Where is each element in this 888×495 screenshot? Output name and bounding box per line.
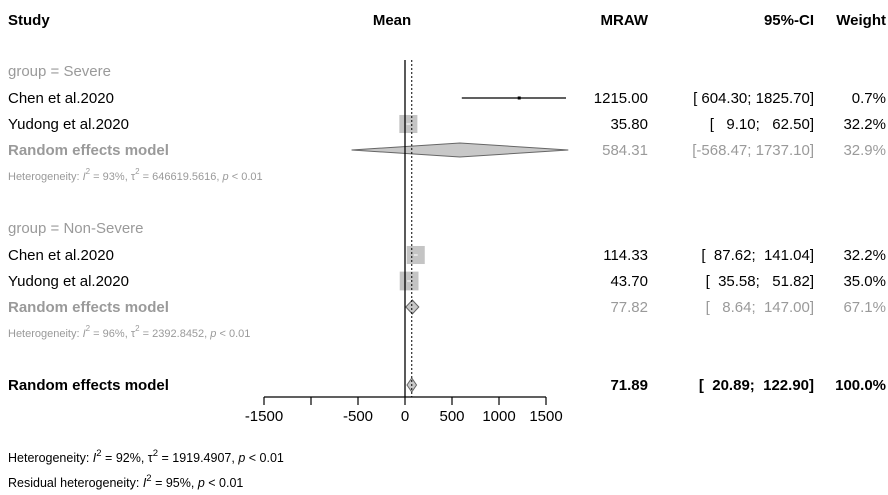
study-label: Chen et al.2020 bbox=[8, 247, 114, 264]
study-label: Yudong et al.2020 bbox=[8, 273, 129, 290]
axis-tick-label: 500 bbox=[439, 408, 464, 425]
p-symbol: , bbox=[191, 476, 198, 490]
p-symbol: , bbox=[216, 171, 222, 183]
i2-exponent: 2 bbox=[86, 324, 91, 333]
ci-value: [ 87.62; 141.04] bbox=[701, 247, 814, 264]
ci-value: [ 9.10; 62.50] bbox=[710, 116, 814, 133]
i2-value: 95% bbox=[166, 476, 191, 490]
tau2-exponent: 2 bbox=[153, 448, 158, 459]
mraw-value: 43.70 bbox=[610, 273, 648, 290]
i2-equals: = bbox=[152, 476, 166, 490]
heterogeneity-prefix: Heterogeneity: bbox=[8, 171, 83, 183]
heterogeneity-prefix: Residual heterogeneity: bbox=[8, 476, 143, 490]
p-value: < 0.01 bbox=[219, 328, 250, 340]
i2-value: 93% bbox=[103, 171, 125, 183]
weight-value: 32.2% bbox=[843, 247, 886, 264]
pooled-estimate-diamond bbox=[351, 142, 569, 158]
axis-tick-label: 1500 bbox=[529, 408, 562, 425]
weight-value: 32.2% bbox=[843, 116, 886, 133]
study-weight-box bbox=[517, 96, 521, 100]
i2-symbol: I bbox=[143, 476, 147, 490]
heterogeneity-text: Heterogeneity: I2 = 96%, τ2 = 2392.8452,… bbox=[8, 324, 250, 340]
axis-tick-label: -500 bbox=[343, 408, 373, 425]
ci-value: [-568.47; 1737.10] bbox=[692, 142, 814, 159]
header-study: Study bbox=[8, 12, 50, 29]
weight-value: 0.7% bbox=[852, 90, 886, 107]
heterogeneity-prefix: Heterogeneity: bbox=[8, 451, 93, 465]
mraw-value: 71.89 bbox=[610, 377, 648, 394]
i2-exponent: 2 bbox=[146, 473, 151, 484]
weight-value: 35.0% bbox=[843, 273, 886, 290]
group-label: group = Severe bbox=[8, 63, 111, 80]
mraw-value: 114.33 bbox=[603, 247, 648, 264]
i2-equals: = bbox=[102, 451, 116, 465]
mraw-value: 35.80 bbox=[610, 116, 648, 133]
heterogeneity-text: Residual heterogeneity: I2 = 95%, p < 0.… bbox=[8, 473, 243, 490]
ci-value: [ 8.64; 147.00] bbox=[706, 299, 814, 316]
tau2-exponent: 2 bbox=[135, 324, 140, 333]
heterogeneity-prefix: Heterogeneity: bbox=[8, 328, 83, 340]
study-label: Yudong et al.2020 bbox=[8, 116, 129, 133]
p-letter: p bbox=[209, 328, 216, 340]
axis-tick-label: -1500 bbox=[245, 408, 283, 425]
tau2-symbol: , τ bbox=[125, 328, 136, 340]
p-symbol: , bbox=[204, 328, 210, 340]
pooled-label: Random effects model bbox=[8, 142, 169, 159]
tau2-symbol: , τ bbox=[141, 451, 153, 465]
p-letter: p bbox=[222, 171, 229, 183]
forest-rows: group = Severe Chen et al.2020 1215.00 [ 60… bbox=[8, 63, 886, 394]
p-letter: p bbox=[237, 451, 245, 465]
column-headers: Study Mean MRAW 95%-CI Weight bbox=[8, 12, 886, 29]
tau2-value: 1919.4907 bbox=[172, 451, 231, 465]
p-value: < 0.01 bbox=[249, 451, 284, 465]
tau2-exponent: 2 bbox=[135, 167, 140, 176]
study-label: Chen et al.2020 bbox=[8, 90, 114, 107]
i2-exponent: 2 bbox=[96, 448, 101, 459]
ci-value: [ 604.30; 1825.70] bbox=[693, 90, 814, 107]
i2-equals: = bbox=[90, 328, 103, 340]
axis-tick-label: 1000 bbox=[482, 408, 515, 425]
tau2-value: 2392.8452 bbox=[152, 328, 204, 340]
x-axis: -1500 -500 0 500 1000 1500 bbox=[245, 60, 563, 425]
i2-exponent: 2 bbox=[86, 167, 91, 176]
tau2-value: 646619.5616 bbox=[152, 171, 216, 183]
pooled-estimate-diamond bbox=[405, 299, 420, 315]
i2-value: 96% bbox=[103, 328, 125, 340]
group-label: group = Non-Severe bbox=[8, 220, 144, 237]
ci-value: [ 35.58; 51.82] bbox=[706, 273, 814, 290]
header-mean: Mean bbox=[373, 12, 411, 29]
heterogeneity-text: Heterogeneity: I2 = 92%, τ2 = 1919.4907,… bbox=[8, 448, 284, 465]
tau2-symbol: , τ bbox=[125, 171, 136, 183]
pooled-label: Random effects model bbox=[8, 299, 169, 316]
i2-symbol: I bbox=[83, 171, 86, 183]
i2-value: 92% bbox=[116, 451, 141, 465]
header-mraw: MRAW bbox=[601, 12, 649, 29]
mraw-value: 77.82 bbox=[610, 299, 648, 316]
p-symbol: , bbox=[231, 451, 238, 465]
tau2-equals: = bbox=[140, 171, 153, 183]
tau2-equals: = bbox=[140, 328, 153, 340]
p-letter: p bbox=[197, 476, 205, 490]
mraw-value: 1215.00 bbox=[594, 90, 648, 107]
heterogeneity-text: Heterogeneity: I2 = 93%, τ2 = 646619.561… bbox=[8, 167, 263, 183]
mraw-value: 584.31 bbox=[602, 142, 648, 159]
i2-symbol: I bbox=[83, 328, 86, 340]
footer-stats: Heterogeneity: I2 = 92%, τ2 = 1919.4907,… bbox=[8, 448, 284, 490]
i2-equals: = bbox=[90, 171, 103, 183]
weight-value: 32.9% bbox=[843, 142, 886, 159]
axis-tick-label: 0 bbox=[401, 408, 409, 425]
p-value: < 0.01 bbox=[208, 476, 243, 490]
header-95ci: 95%-CI bbox=[764, 12, 814, 29]
pooled-label: Random effects model bbox=[8, 377, 169, 394]
tau2-equals: = bbox=[158, 451, 172, 465]
ci-value: [ 20.89; 122.90] bbox=[699, 377, 814, 394]
weight-value: 67.1% bbox=[843, 299, 886, 316]
p-value: < 0.01 bbox=[232, 171, 263, 183]
i2-symbol: I bbox=[93, 451, 97, 465]
weight-value: 100.0% bbox=[835, 377, 886, 394]
header-weight: Weight bbox=[836, 12, 886, 29]
